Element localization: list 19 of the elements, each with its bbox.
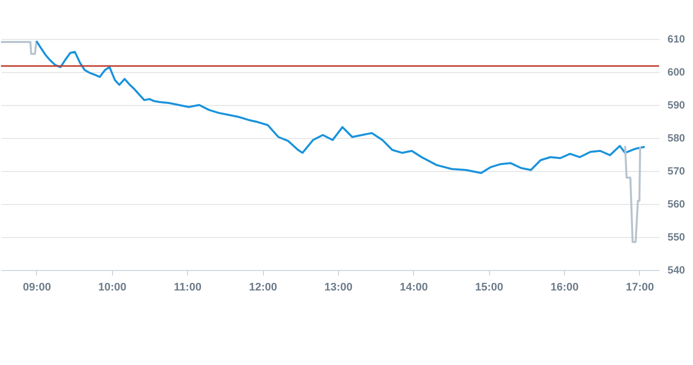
y-tick-label: 550 [668, 232, 686, 244]
x-tick-label: 11:00 [174, 282, 202, 294]
line-series [624, 144, 642, 243]
x-tick-label: 15:00 [475, 282, 504, 294]
y-tick-label: 600 [668, 66, 686, 78]
y-tick-label: 560 [668, 198, 686, 210]
x-tick-label: 14:00 [400, 282, 428, 294]
y-tick-label: 580 [668, 132, 686, 144]
line-series [35, 40, 646, 174]
y-tick-label: 570 [668, 166, 686, 178]
y-tick-label: 590 [668, 100, 686, 112]
x-tick-label: 12:00 [248, 282, 278, 294]
y-tick-label: 610 [668, 34, 686, 46]
x-tick-label: 13:00 [324, 282, 352, 294]
x-tick-label: 10:00 [98, 282, 126, 294]
y-tick-label: 540 [668, 264, 686, 276]
x-tick-label: 09:00 [22, 282, 51, 294]
x-tick-label: 16:00 [550, 282, 579, 294]
x-tick-label: 17:00 [626, 282, 654, 294]
